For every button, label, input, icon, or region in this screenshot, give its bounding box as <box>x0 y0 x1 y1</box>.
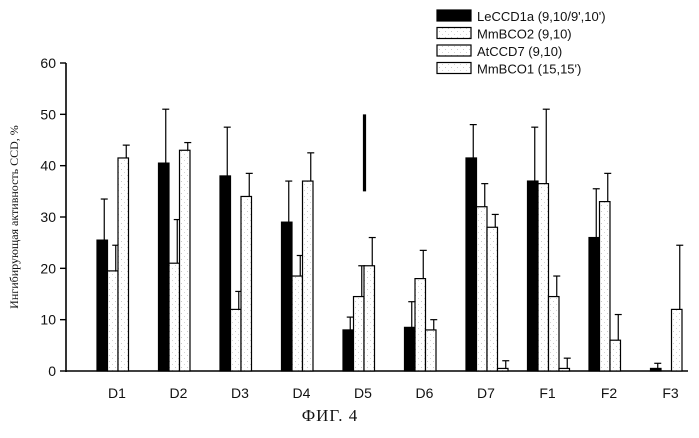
bar-f1-series-2 <box>538 184 549 371</box>
x-tick-label-f3: F3 <box>662 385 679 401</box>
legend-label-1: LeCCD1a (9,10/9',10') <box>477 9 606 24</box>
legend-swatch-3 <box>437 45 471 56</box>
y-tick-label: 10 <box>40 312 56 328</box>
bar-f1-series-3 <box>549 297 560 371</box>
bar-f2-series-2 <box>600 202 611 371</box>
x-tick-label-d1: D1 <box>108 385 126 401</box>
x-tick-label-d7: D7 <box>477 385 495 401</box>
bar-d7-series-1 <box>466 158 477 371</box>
y-tick-label: 50 <box>40 106 56 122</box>
legend: LeCCD1a (9,10/9',10') MmBCO2 (9,10) AtCCD7… <box>437 9 606 77</box>
bar-d3-series-1 <box>220 176 231 371</box>
bar-d6-series-2 <box>415 279 426 371</box>
y-axis-label: Ингибирующая активность CCD, % <box>7 125 21 309</box>
x-tick-label-d2: D2 <box>170 385 188 401</box>
bar-d7-series-4 <box>498 368 509 371</box>
bar-d1-series-2 <box>108 271 119 371</box>
bar-d7-series-2 <box>477 207 488 371</box>
bar-d6-series-1 <box>405 327 416 371</box>
bar-f2-series-3 <box>610 340 621 371</box>
bar-f1-series-4 <box>559 368 570 371</box>
legend-swatch-1 <box>437 10 471 21</box>
bar-d5-series-3 <box>364 266 375 371</box>
legend-swatch-4 <box>437 63 471 74</box>
bar-d1-series-1 <box>97 240 108 371</box>
plot-area: 0 10 20 30 40 50 60 D1 D2 D3 D4 D5 D6 D7 F1 F2 F3 <box>40 55 688 401</box>
bar-d6-series-3 <box>426 330 437 371</box>
bar-d2-series-1 <box>159 163 170 371</box>
x-tick-label-d4: D4 <box>293 385 311 401</box>
figure-caption: ФИГ. 4 <box>302 406 359 425</box>
bar-d3-series-2 <box>231 309 242 371</box>
bar-f2-series-1 <box>589 238 600 371</box>
bar-d5-series-2 <box>354 297 365 371</box>
bar-d4-series-2 <box>292 276 303 371</box>
bar-d7-series-3 <box>487 227 498 371</box>
bar-d2-series-3 <box>180 150 191 371</box>
legend-swatch-2 <box>437 28 471 39</box>
bar-f1-series-1 <box>528 181 539 371</box>
y-tick-label: 30 <box>40 209 56 225</box>
y-tick-label: 40 <box>40 158 56 174</box>
bar-d3-series-3 <box>241 196 252 371</box>
y-tick-label: 60 <box>40 55 56 71</box>
x-tick-label-f2: F2 <box>601 385 618 401</box>
bar-d1-series-3 <box>118 158 129 371</box>
y-tick-label: 0 <box>48 363 56 379</box>
bar-f3-series-1 <box>651 368 662 371</box>
bar-chart: 0 10 20 30 40 50 60 D1 D2 D3 D4 D5 D6 D7 F1 F2 F3 LeCCD1… <box>0 0 699 438</box>
legend-label-4: MmBCO1 (15,15') <box>477 62 581 77</box>
bar-d2-series-2 <box>169 263 180 371</box>
legend-label-3: AtCCD7 (9,10) <box>477 44 562 59</box>
bar-f3-series-3 <box>672 309 683 371</box>
legend-label-2: MmBCO2 (9,10) <box>477 27 572 42</box>
x-tick-label-d6: D6 <box>416 385 434 401</box>
bar-d5-series-1 <box>343 330 354 371</box>
x-tick-label-d3: D3 <box>231 385 249 401</box>
bar-d4-series-1 <box>282 222 293 371</box>
x-tick-label-f1: F1 <box>539 385 556 401</box>
y-tick-label: 20 <box>40 260 56 276</box>
bar-d4-series-3 <box>303 181 314 371</box>
x-tick-label-d5: D5 <box>354 385 372 401</box>
